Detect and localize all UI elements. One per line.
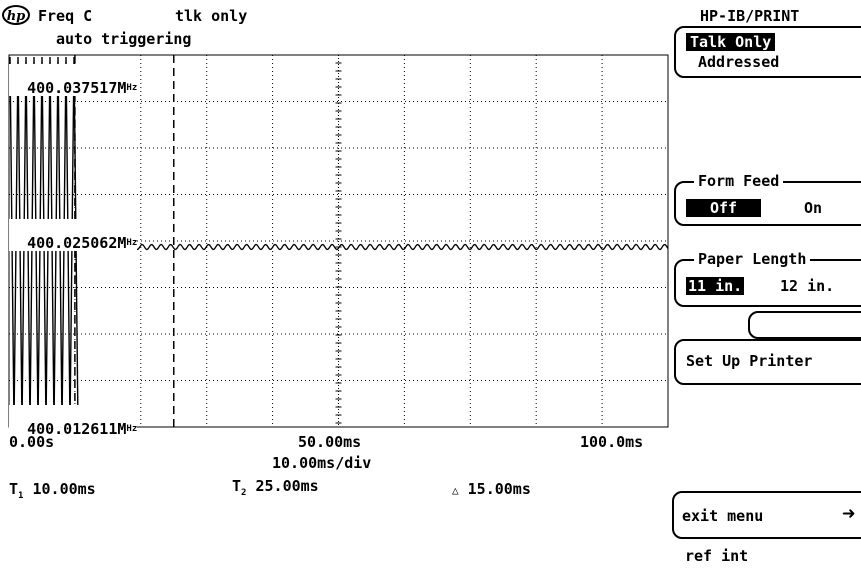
x-mid-label: 50.00ms — [298, 433, 362, 451]
hp-logo: hp — [2, 5, 30, 25]
blank-softkey[interactable] — [748, 311, 861, 339]
form-feed-title: Form Feed — [694, 173, 784, 189]
exit-menu-label: exit menu — [682, 507, 764, 525]
paper-length-11[interactable]: 11 in. — [686, 277, 745, 295]
reference-status: ref int — [685, 547, 749, 565]
y-top-label: 400.037517MHz — [9, 64, 138, 96]
measurement-mode: Freq C — [38, 7, 93, 25]
trace-steady — [77, 243, 669, 251]
marker1-readout: T1 10.00ms — [9, 480, 96, 501]
menu-title: HP-IB/PRINT — [700, 7, 800, 25]
exit-menu-softkey[interactable]: exit menu ➜ — [672, 491, 861, 539]
delta-icon: △ — [452, 484, 459, 497]
hpib-mode-softkey[interactable]: Talk Only Addressed — [674, 26, 861, 78]
paper-length-12[interactable]: 12 in. — [780, 277, 835, 295]
right-arrow-icon: ➜ — [842, 502, 856, 527]
x-start-label: 0.00s — [9, 433, 55, 451]
delta-readout: △ 15.00ms — [452, 480, 531, 498]
form-feed-off[interactable]: Off — [686, 199, 762, 217]
addressed-option[interactable]: Addressed — [698, 53, 780, 71]
paper-length-title: Paper Length — [694, 251, 811, 267]
paper-length-softkey[interactable]: Paper Length 11 in. 12 in. — [674, 251, 861, 307]
x-end-label: 100.0ms — [580, 433, 644, 451]
marker2-readout: T2 25.00ms — [232, 477, 319, 498]
timebase-label: 10.00ms/div — [272, 454, 372, 472]
form-feed-softkey[interactable]: Form Feed Off On — [674, 173, 861, 226]
trigger-status: auto triggering — [56, 30, 192, 48]
y-center-label: 400.025062MHz — [9, 219, 138, 251]
y-bottom-label: 400.012611MHz — [9, 405, 138, 437]
talk-only-option[interactable]: Talk Only — [686, 33, 776, 51]
hpib-status: tlk only — [175, 7, 248, 25]
form-feed-on[interactable]: On — [804, 199, 823, 217]
set-up-printer-label: Set Up Printer — [686, 352, 813, 370]
set-up-printer-softkey[interactable]: Set Up Printer — [674, 339, 861, 385]
